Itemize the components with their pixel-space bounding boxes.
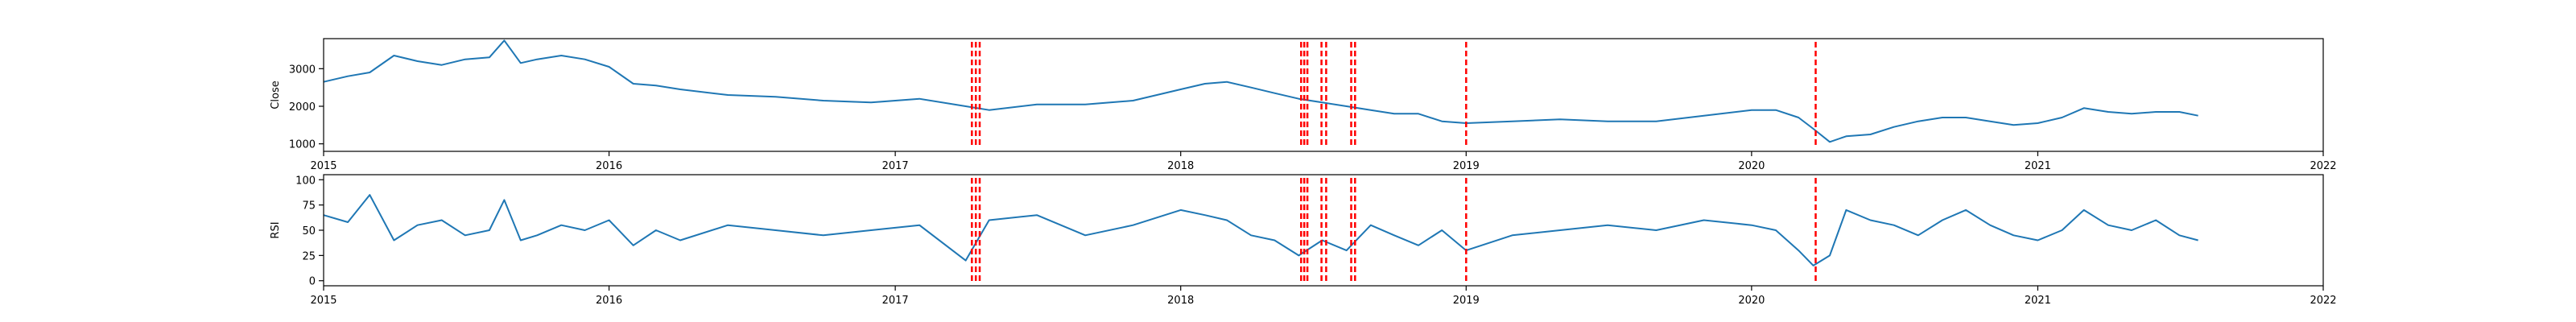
- x-tick-label: 2022: [2310, 160, 2336, 172]
- x-tick-label: 2021: [2025, 295, 2051, 307]
- series-line: [323, 39, 2198, 143]
- close-price-panel: 2015 2016 2017 2018 2019 2020 2021 2022 1000 2000…: [270, 38, 2337, 172]
- y-tick-label: 25: [302, 250, 316, 262]
- axes-frame: [323, 174, 2324, 287]
- x-tick-label: 2017: [882, 295, 909, 307]
- y-tick-label: 0: [309, 276, 316, 288]
- x-tick-label: 2020: [1738, 160, 1765, 172]
- x-tick-label: 2020: [1738, 295, 1765, 307]
- x-tick-label: 2021: [2025, 160, 2051, 172]
- y-tick-label: 2000: [289, 101, 316, 114]
- y-tick-label: 75: [302, 200, 316, 213]
- x-tick-label: 2018: [1167, 295, 1194, 307]
- y-tick-label: 50: [302, 225, 316, 237]
- x-tick-label: 2015: [310, 295, 336, 307]
- y-axis-label: RSI: [270, 221, 282, 238]
- x-tick-label: 2015: [310, 160, 336, 172]
- y-tick-label: 1000: [289, 139, 316, 151]
- y-tick-label: 100: [295, 175, 316, 187]
- x-tick-label: 2019: [1453, 295, 1480, 307]
- rsi-panel: 2015 2016 2017 2018 2019 2020 2021 2022 0 25 50 75 1…: [270, 174, 2337, 307]
- x-tick-label: 2019: [1453, 160, 1480, 172]
- x-tick-label: 2022: [2310, 295, 2336, 307]
- x-tick-label: 2016: [596, 295, 622, 307]
- series-line: [323, 194, 2198, 266]
- x-tick-label: 2018: [1167, 160, 1194, 172]
- y-tick-label: 3000: [289, 64, 316, 76]
- axes-frame: [323, 38, 2324, 152]
- x-tick-label: 2016: [596, 160, 622, 172]
- x-tick-label: 2017: [882, 160, 909, 172]
- y-axis-label: Close: [270, 80, 282, 109]
